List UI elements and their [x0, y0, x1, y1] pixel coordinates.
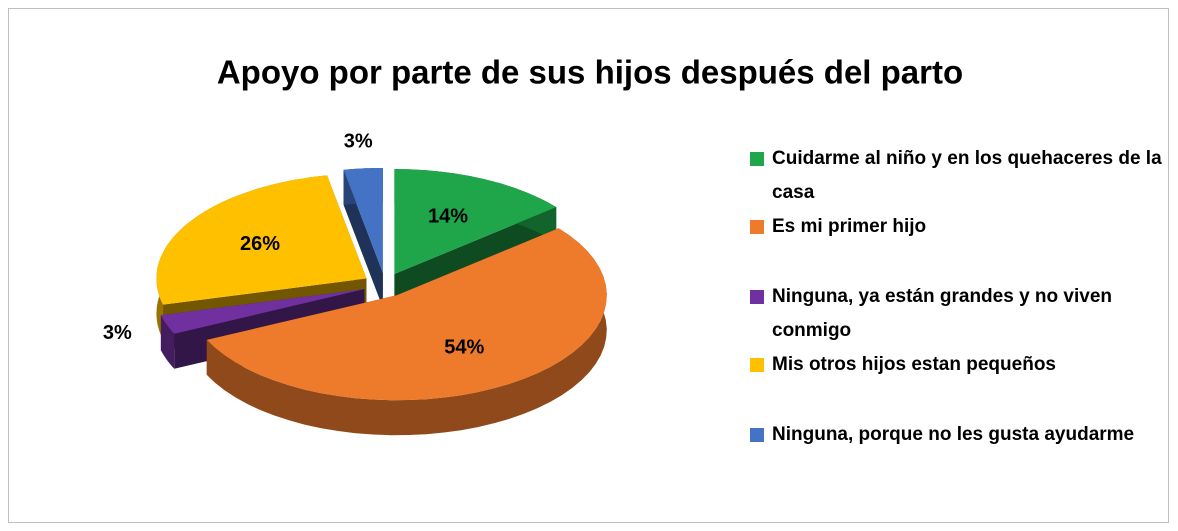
legend-swatch	[750, 152, 764, 166]
data-label: 3%	[344, 131, 373, 153]
legend-swatch	[750, 290, 764, 304]
slice-side	[160, 315, 175, 369]
slice	[160, 289, 365, 334]
legend-item: Es mi primer hijo	[750, 210, 1167, 244]
legend-swatch	[750, 428, 764, 442]
legend-swatch	[750, 358, 764, 372]
legend-label: Mis otros hijos estan pequeños	[772, 354, 1056, 375]
legend-label: Ninguna, ya están grandes y no viven con…	[772, 286, 1112, 341]
legend-item: Ninguna, porque no les gusta ayudarme	[750, 418, 1167, 452]
legend-item: Mis otros hijos estan pequeños	[750, 348, 1167, 382]
slice	[394, 169, 557, 275]
legend-swatch	[750, 220, 764, 234]
data-label: 14%	[428, 205, 468, 227]
slice-side	[160, 289, 365, 351]
chart-title: Apoyo por parte de sus hijos después del…	[217, 54, 963, 91]
legend-item: Ninguna, ya están grandes y no viven con…	[750, 280, 1167, 348]
data-label: 3%	[103, 322, 132, 344]
legend: Cuidarme al niño y en los quehaceres de …	[750, 142, 1162, 452]
slice	[156, 175, 367, 305]
legend-label: Cuidarme al niño y en los quehaceres de …	[772, 148, 1162, 203]
slice-side	[343, 169, 383, 308]
slice	[343, 168, 383, 273]
data-label: 26%	[240, 233, 280, 255]
data-label: 54%	[444, 337, 484, 359]
legend-item: Cuidarme al niño y en los quehaceres de …	[750, 142, 1167, 210]
legend-label: Es mi primer hijo	[772, 216, 927, 237]
legend-label: Ninguna, porque no les gusta ayudarme	[772, 424, 1135, 445]
slice	[206, 228, 607, 401]
